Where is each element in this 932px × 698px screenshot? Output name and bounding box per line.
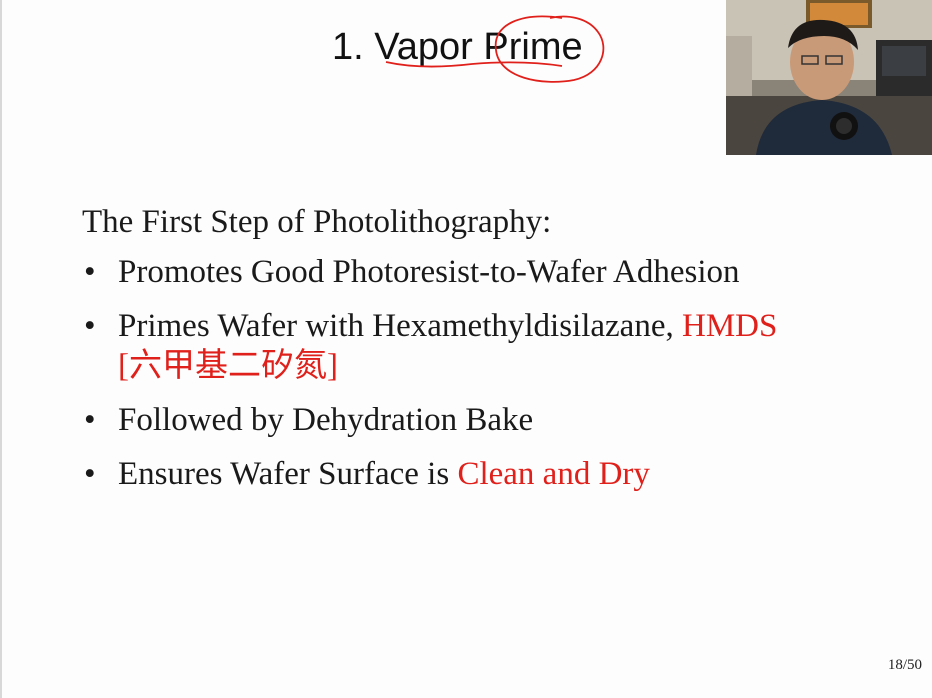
- bullet-item: • Promotes Good Photoresist-to-Wafer Adh…: [82, 252, 882, 292]
- bullet-dot: •: [84, 308, 96, 344]
- bullet-text: Ensures Wafer Surface is: [118, 456, 458, 492]
- bullet-item: • Primes Wafer with Hexamethyldisilazane…: [82, 306, 882, 386]
- bullet-text: Promotes Good Photoresist-to-Wafer Adhes…: [118, 254, 740, 290]
- bullet-text: Followed by Dehydration Bake: [118, 402, 534, 438]
- bullet-continuation: [六甲基二矽氮]: [118, 348, 338, 384]
- bullet-dot: •: [84, 456, 96, 492]
- presenter-video: [726, 0, 932, 155]
- presenter-video-icon: [726, 0, 932, 155]
- bullet-item: • Followed by Dehydration Bake: [82, 400, 882, 440]
- bullet-highlight: HMDS: [681, 308, 778, 344]
- bullet-item: • Ensures Wafer Surface is Clean and Dry: [82, 454, 882, 494]
- bullet-highlight: Clean and Dry: [457, 456, 650, 492]
- bullet-list: • Promotes Good Photoresist-to-Wafer Adh…: [82, 252, 882, 494]
- bullet-dot: •: [84, 254, 96, 290]
- slide-content: The First Step of Photolithography: • Pr…: [82, 202, 882, 508]
- slide-intro: The First Step of Photolithography:: [82, 204, 552, 240]
- bullet-text: Primes Wafer with Hexamethyldisilazane,: [118, 308, 682, 344]
- slide-title: 1. Vapor Prime: [332, 26, 583, 68]
- page-number: 18/50: [887, 657, 922, 673]
- bullet-dot: •: [84, 402, 96, 438]
